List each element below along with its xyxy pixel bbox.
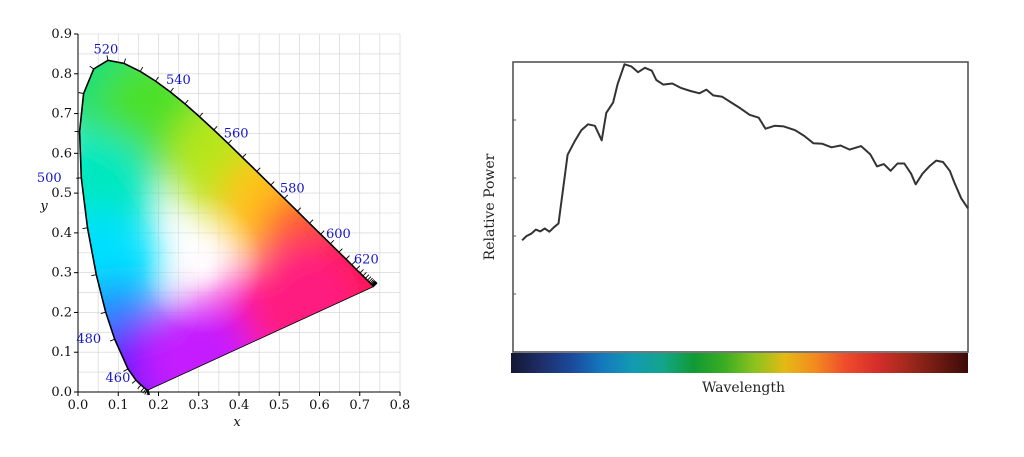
wavelength-label-460: 460 — [106, 371, 131, 386]
spectrum-color-bar — [511, 353, 968, 373]
locus-tick — [132, 380, 136, 383]
y-tick-label: 0.8 — [51, 67, 72, 82]
wavelength-label-620: 620 — [354, 252, 379, 267]
locus-tick — [365, 275, 369, 279]
locus-tick — [141, 388, 144, 392]
white-point-glow — [143, 195, 263, 335]
spd-x-axis-title: Wavelength — [702, 380, 785, 396]
locus-tick — [257, 168, 260, 172]
locus-tick — [140, 67, 142, 71]
plot-frame — [513, 62, 968, 352]
locus-tick — [91, 275, 96, 276]
y-tick-label: 0.6 — [51, 146, 72, 161]
y-tick-label: 0.4 — [51, 226, 72, 241]
y-tick-label: 0.3 — [51, 266, 72, 281]
locus-tick — [310, 220, 314, 224]
wavelength-label-560: 560 — [224, 127, 249, 142]
locus-tick — [214, 126, 217, 130]
wavelength-label-500: 500 — [37, 171, 62, 186]
wavelength-label-520: 520 — [93, 42, 118, 57]
x-tick-label: 0.2 — [148, 398, 169, 413]
cie-y-axis-title: y — [39, 199, 48, 214]
y-tick-label: 0.5 — [51, 186, 72, 201]
locus-tick — [110, 339, 115, 341]
locus-tick — [156, 77, 159, 81]
x-tick-label: 0.3 — [188, 398, 209, 413]
spectral-power-chart: Wavelength Relative Power — [470, 0, 1024, 452]
locus-tick — [243, 154, 246, 158]
y-tick-label: 0.9 — [51, 27, 72, 42]
spd-series-line — [522, 64, 968, 240]
x-tick-label: 0.5 — [269, 398, 290, 413]
y-tick-label: 0.7 — [51, 107, 72, 122]
locus-tick — [170, 88, 173, 92]
wavelength-label-540: 540 — [166, 73, 191, 88]
spd-y-axis-title: Relative Power — [482, 153, 498, 260]
locus-tick — [271, 182, 275, 186]
y-tick-label: 0.1 — [51, 345, 72, 360]
cie-x-axis-title: x — [233, 415, 241, 430]
wavelength-label-600: 600 — [326, 227, 351, 242]
locus-tick — [367, 277, 370, 281]
x-tick-label: 0.4 — [229, 398, 250, 413]
locus-tick — [185, 100, 188, 104]
spd-chart-svg: Wavelength Relative Power — [470, 0, 1024, 452]
wavelength-label-580: 580 — [280, 181, 305, 196]
x-tick-label: 0.7 — [349, 398, 370, 413]
locus-tick — [297, 208, 301, 212]
y-tick-label: 0.0 — [51, 385, 72, 400]
y-tick-label: 0.2 — [51, 305, 72, 320]
locus-tick — [321, 231, 325, 235]
locus-tick — [124, 59, 126, 64]
locus-tick — [83, 228, 88, 229]
x-tick-label: 0.1 — [108, 398, 129, 413]
x-tick-label: 0.8 — [390, 398, 411, 413]
wavelength-label-480: 480 — [76, 332, 101, 347]
x-tick-label: 0.6 — [309, 398, 330, 413]
x-tick-label: 0.0 — [68, 398, 89, 413]
locus-tick — [90, 66, 94, 69]
locus-tick — [346, 256, 350, 260]
